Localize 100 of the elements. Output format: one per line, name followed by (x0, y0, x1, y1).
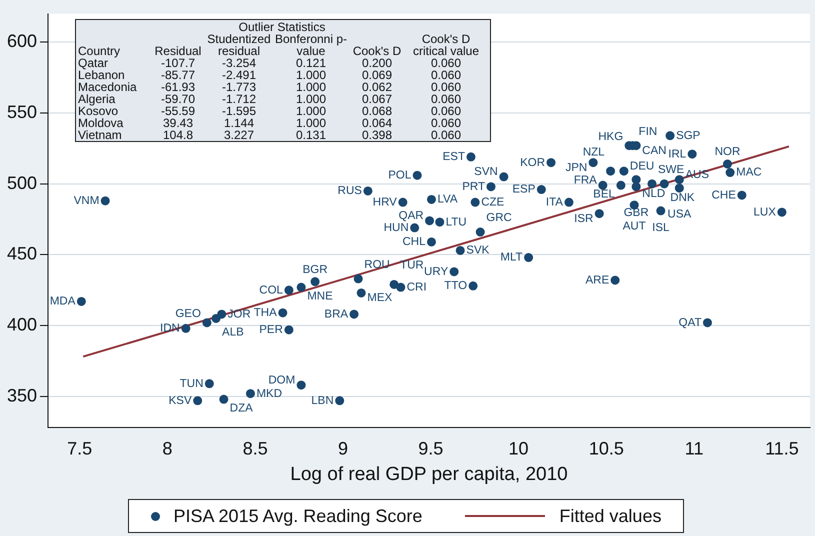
annotation: 1.000 (294, 68, 328, 82)
data-label: THA (254, 306, 278, 319)
annotation: Algeria (78, 92, 116, 106)
data-label: HUN (384, 222, 409, 234)
data-label: BEL (593, 188, 616, 200)
annotation: Qatar (78, 56, 108, 70)
annotation: Kosovo (78, 104, 120, 118)
data-label: QAR (398, 210, 424, 222)
data-label: AUT (622, 220, 646, 232)
data-label: CZE (481, 196, 505, 208)
x-tick-label: 11.5 (765, 438, 799, 458)
annotation: Cook's D critical value (412, 32, 480, 58)
data-label: POL (388, 170, 412, 182)
x-tick-label: 9.5 (418, 438, 444, 458)
data-label: DZA (230, 402, 254, 414)
annotation: -55.59 (160, 104, 196, 118)
annotation: 1.144 (222, 116, 256, 130)
annotation: 0.069 (360, 68, 394, 82)
x-tick-label: 10 (508, 438, 529, 458)
y-tick-label: 600 (6, 31, 38, 52)
data-label: CHE (712, 189, 736, 202)
data-label: GEO (175, 308, 201, 320)
annotation: Lebanon (78, 68, 126, 82)
data-label: DNK (670, 192, 695, 204)
data-label: SGP (676, 130, 701, 142)
data-label: TUN (180, 378, 204, 390)
x-tick-label: 8 (162, 438, 172, 458)
data-label: NOR (714, 146, 740, 158)
annotation: Vietnam (78, 128, 123, 142)
data-label: VNM (74, 195, 100, 208)
data-label: MEX (367, 292, 392, 304)
data-label: FIN (638, 126, 658, 138)
data-label: GRC (486, 212, 512, 224)
x-tick-label: 10.5 (588, 438, 624, 458)
annotation: Studentized residual (206, 32, 272, 58)
x-tick-label: 11 (684, 438, 704, 458)
data-label: NZL (582, 146, 606, 158)
annotation: 1.000 (294, 116, 328, 130)
annotation: 0.200 (360, 56, 394, 70)
annotation: -61.93 (160, 80, 196, 94)
data-label: ALB (222, 326, 244, 339)
x-axis-title: Log of real GDP per capita, 2010 (290, 464, 568, 485)
annotation: 0.398 (360, 128, 394, 142)
data-label: LBN (311, 394, 334, 407)
annotation: Macedonia (78, 80, 138, 94)
data-label: URY (424, 266, 448, 278)
annotation: 0.131 (294, 128, 328, 142)
annotation: 1.000 (294, 80, 328, 94)
annotation: 0.060 (430, 80, 462, 94)
y-tick-label: 500 (6, 172, 38, 193)
annotation: 0.121 (294, 56, 328, 70)
data-label: ISL (652, 222, 670, 234)
data-label: LTU (446, 216, 467, 228)
data-label: MAC (736, 166, 762, 179)
data-label: MNE (307, 290, 334, 302)
annotation: Residual (154, 44, 202, 58)
data-label: PRT (462, 180, 485, 193)
data-label: RUS (338, 185, 362, 198)
annotation: -1.712 (220, 92, 258, 106)
annotation: 0.068 (360, 104, 394, 118)
annotation: -3.254 (220, 56, 258, 70)
data-label: ROU (364, 258, 390, 271)
data-label: TUR (400, 260, 424, 272)
data-label: BRA (324, 308, 348, 320)
annotation: -1.595 (220, 104, 258, 118)
data-label: BGR (302, 264, 328, 276)
data-label: QAT (678, 316, 702, 329)
annotation: 0.060 (430, 56, 462, 70)
annotation: -59.70 (160, 92, 196, 106)
annotation: Moldova (78, 116, 124, 130)
data-label: ARE (585, 274, 610, 286)
data-label: DOM (268, 374, 296, 386)
data-label: EST (442, 151, 465, 164)
annotation: -2.491 (220, 68, 258, 82)
annotation: 0.064 (360, 116, 394, 130)
data-label: IRL (668, 148, 687, 160)
data-label: SVK (466, 244, 490, 257)
annotation: 0.060 (430, 116, 462, 130)
annotation: Bonferonni p-value (274, 32, 348, 58)
annotation: 0.060 (430, 128, 462, 142)
annotation: 1.000 (294, 92, 328, 106)
annotation: 0.067 (360, 92, 394, 106)
y-tick-label: 550 (6, 102, 38, 122)
annotation: 39.43 (162, 116, 194, 130)
annotation: Country (78, 44, 122, 58)
data-label: LVA (437, 194, 458, 206)
annotation: 0.060 (430, 104, 462, 118)
x-tick-label: 9 (338, 438, 348, 458)
data-label: KOR (520, 156, 546, 169)
x-tick-label: 7.5 (67, 438, 92, 458)
annotation: Outlier Statistics (238, 20, 326, 34)
data-label: JOR (228, 308, 251, 320)
y-tick-label: 350 (6, 385, 38, 406)
data-label: MDA (50, 296, 76, 308)
data-label: TTO (444, 280, 468, 292)
annotation: -1.773 (220, 80, 258, 94)
annotation: 0.060 (430, 68, 462, 82)
data-label: MLT (500, 252, 523, 264)
data-label: ITA (546, 196, 564, 208)
annotation: 0.060 (430, 92, 462, 106)
